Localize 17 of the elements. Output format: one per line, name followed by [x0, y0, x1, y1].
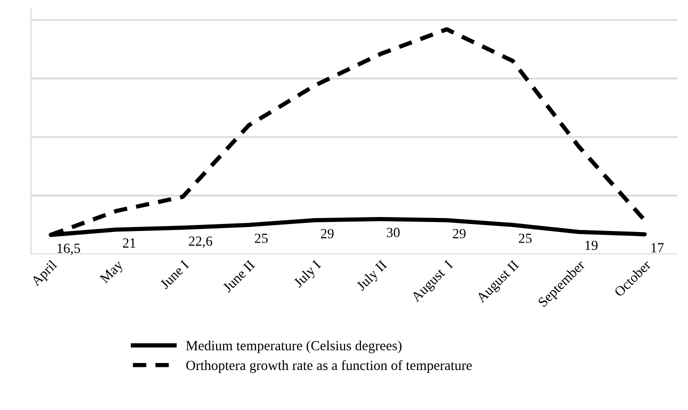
x-tick-label: July II — [356, 259, 390, 294]
data-label: 25 — [254, 234, 268, 244]
data-label: 30 — [386, 228, 400, 238]
x-tick-label: June II — [222, 260, 256, 293]
data-label: 25 — [518, 234, 532, 244]
data-label: 19 — [585, 240, 598, 250]
x-tick-label: May — [99, 259, 126, 286]
x-tick-label: July I — [292, 259, 324, 290]
data-label: 21 — [122, 238, 136, 248]
data-label: 29 — [320, 229, 334, 238]
data-label: 29 — [452, 229, 466, 238]
data-label: 17 — [651, 243, 664, 252]
data-label: 16,5 — [58, 244, 80, 255]
data-label: 22,6 — [188, 236, 212, 248]
legend-label: Medium temperature (Celsius degrees) — [186, 340, 402, 354]
x-tick-label: June I — [160, 260, 190, 290]
legend-label: Orthoptera growth rate as a function of temperature — [186, 360, 472, 373]
